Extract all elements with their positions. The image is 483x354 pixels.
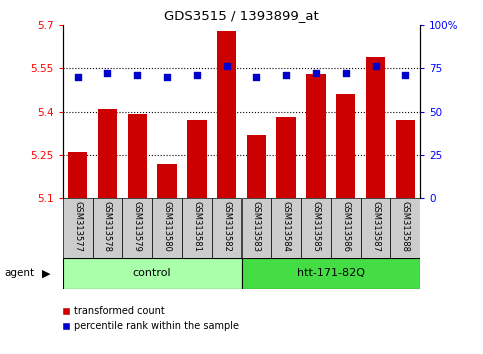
Bar xyxy=(63,198,93,258)
Bar xyxy=(242,198,271,258)
Bar xyxy=(366,57,385,198)
Bar xyxy=(93,198,122,258)
Bar xyxy=(212,198,242,258)
Text: GDS3515 / 1393899_at: GDS3515 / 1393899_at xyxy=(164,9,319,22)
Point xyxy=(163,74,171,80)
Text: GSM313584: GSM313584 xyxy=(282,201,291,252)
Bar xyxy=(68,152,87,198)
Text: agent: agent xyxy=(5,268,35,279)
Point xyxy=(193,72,201,78)
Bar xyxy=(217,30,236,198)
Bar xyxy=(122,198,152,258)
Bar xyxy=(390,198,420,258)
Point xyxy=(312,70,320,76)
Bar xyxy=(98,109,117,198)
Bar xyxy=(306,74,326,198)
Text: control: control xyxy=(133,268,171,279)
Text: htt-171-82Q: htt-171-82Q xyxy=(297,268,365,279)
Point xyxy=(372,64,380,69)
Bar xyxy=(128,114,147,198)
Text: GSM313578: GSM313578 xyxy=(103,201,112,252)
Bar xyxy=(271,198,301,258)
Text: GSM313581: GSM313581 xyxy=(192,201,201,252)
Point xyxy=(104,70,112,76)
Point xyxy=(282,72,290,78)
Point xyxy=(342,70,350,76)
Point xyxy=(253,74,260,80)
Point xyxy=(223,64,230,69)
Text: GSM313577: GSM313577 xyxy=(73,201,82,252)
Text: GSM313586: GSM313586 xyxy=(341,201,350,252)
Bar xyxy=(276,117,296,198)
Bar xyxy=(242,258,420,289)
Bar xyxy=(396,120,415,198)
Text: GSM313587: GSM313587 xyxy=(371,201,380,252)
Bar xyxy=(336,94,355,198)
Bar xyxy=(331,198,361,258)
Text: GSM313583: GSM313583 xyxy=(252,201,261,252)
Legend: transformed count, percentile rank within the sample: transformed count, percentile rank withi… xyxy=(58,302,242,335)
Bar xyxy=(152,198,182,258)
Bar xyxy=(361,198,390,258)
Bar xyxy=(157,164,177,198)
Point xyxy=(401,72,409,78)
Point xyxy=(74,74,82,80)
Point xyxy=(133,72,141,78)
Text: GSM313588: GSM313588 xyxy=(401,201,410,252)
Text: GSM313580: GSM313580 xyxy=(163,201,171,252)
Bar xyxy=(301,198,331,258)
Bar xyxy=(63,258,242,289)
Bar xyxy=(187,120,207,198)
Text: GSM313585: GSM313585 xyxy=(312,201,320,252)
Bar xyxy=(182,198,212,258)
Text: ▶: ▶ xyxy=(42,268,50,279)
Bar xyxy=(247,135,266,198)
Text: GSM313582: GSM313582 xyxy=(222,201,231,252)
Text: GSM313579: GSM313579 xyxy=(133,201,142,252)
